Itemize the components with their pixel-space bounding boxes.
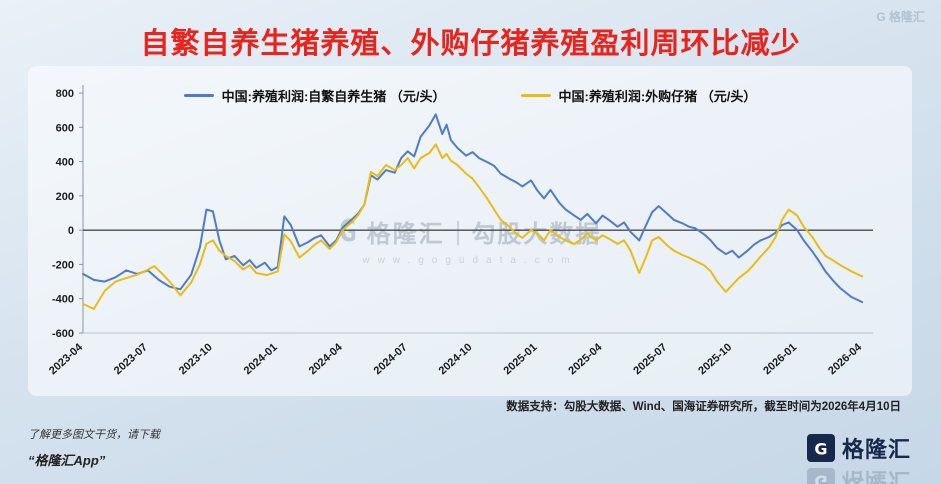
x-axis-tick-label: 2026-04 bbox=[826, 341, 865, 378]
footer-promo: 了解更多图文干货，请下载 “格隆汇App” bbox=[28, 426, 160, 469]
chart-panel: 中国:养殖利润:自繁自养生猪 （元/头） 中国:养殖利润:外购仔猪 （元/头） … bbox=[28, 66, 912, 396]
legend-label-self-bred: 中国:养殖利润:自繁自养生猪 （元/头） bbox=[221, 89, 446, 104]
center-watermark: G 格隆汇 | 勾股大数据 www.gogudata.com bbox=[339, 214, 602, 266]
svg-text:G: G bbox=[814, 472, 827, 484]
legend-swatch-yellow-line bbox=[520, 94, 551, 97]
y-axis-tick-label: -600 bbox=[52, 328, 74, 340]
brand-logo-main: G 格隆汇 bbox=[806, 432, 911, 464]
x-axis-tick-label: 2025-04 bbox=[566, 341, 605, 378]
watermark-divider: | bbox=[454, 216, 462, 246]
gelonghui-brand-logo: G 格隆汇 G 格隆汇 bbox=[806, 432, 911, 484]
x-axis-tick-label: 2024-01 bbox=[242, 341, 280, 377]
x-axis-tick-label: 2023-04 bbox=[47, 341, 86, 378]
svg-text:G: G bbox=[814, 440, 827, 459]
legend-item-purchased-piglet: 中国:养殖利润:外购仔猪 （元/头） bbox=[520, 86, 757, 105]
gelonghui-logo-icon: G bbox=[338, 213, 357, 249]
y-axis-tick-label: 800 bbox=[56, 88, 74, 100]
gelonghui-g-icon: G bbox=[806, 434, 835, 462]
x-axis-tick-label: 2024-04 bbox=[307, 341, 346, 378]
series-line-1 bbox=[82, 143, 864, 310]
y-axis-tick-label: -400 bbox=[52, 294, 74, 306]
watermark-brand-text: 格隆汇 bbox=[366, 221, 445, 248]
data-source-note: 数据支持：勾股大数据、Wind、国海证券研究所，截至时间为2026年4月10日 bbox=[506, 401, 901, 413]
watermark-gogu-text: 勾股大数据 bbox=[471, 221, 602, 248]
legend-item-self-bred: 中国:养殖利润:自繁自养生猪 （元/头） bbox=[183, 86, 446, 105]
x-axis-tick-label: 2023-10 bbox=[177, 341, 215, 377]
brand-logo-reflection: G 格隆汇 bbox=[806, 466, 911, 484]
y-axis-tick-label: 200 bbox=[56, 191, 74, 203]
x-axis-tick-label: 2025-10 bbox=[696, 341, 734, 377]
legend-swatch-blue-line bbox=[183, 94, 214, 97]
footer-promo-line2: “格隆汇App” bbox=[28, 453, 106, 468]
y-axis-tick-label: 0 bbox=[68, 225, 74, 237]
legend-label-purchased-piglet: 中国:养殖利润:外购仔猪 （元/头） bbox=[558, 89, 757, 104]
x-axis-tick-label: 2023-07 bbox=[112, 341, 150, 377]
x-axis-tick-label: 2024-10 bbox=[437, 341, 475, 377]
series-line-0 bbox=[82, 113, 864, 304]
gelonghui-g-icon-reflection: G bbox=[806, 468, 835, 484]
footer-promo-line1: 了解更多图文干货，请下载 bbox=[28, 429, 160, 441]
watermark-url: www.gogudata.com bbox=[362, 255, 578, 266]
chart-legend: 中国:养殖利润:自繁自养生猪 （元/头） 中国:养殖利润:外购仔猪 （元/头） bbox=[28, 86, 912, 105]
corner-brand-watermark: G 格隆汇 bbox=[876, 10, 925, 24]
x-axis-tick-label: 2024-07 bbox=[372, 341, 410, 377]
y-axis-tick-label: -200 bbox=[52, 259, 74, 271]
page-title: 自繁自养生猪养殖、外购仔猪养殖盈利周环比减少 bbox=[140, 28, 801, 60]
x-axis-tick-label: 2025-07 bbox=[631, 341, 669, 377]
brand-name-text: 格隆汇 bbox=[841, 437, 911, 462]
brand-name-text-reflection: 格隆汇 bbox=[841, 468, 911, 484]
x-axis-tick-label: 2025-01 bbox=[501, 341, 539, 377]
y-axis-tick-label: 400 bbox=[56, 157, 74, 169]
x-axis-tick-label: 2026-01 bbox=[761, 341, 799, 377]
y-axis-tick-label: 600 bbox=[56, 122, 74, 134]
